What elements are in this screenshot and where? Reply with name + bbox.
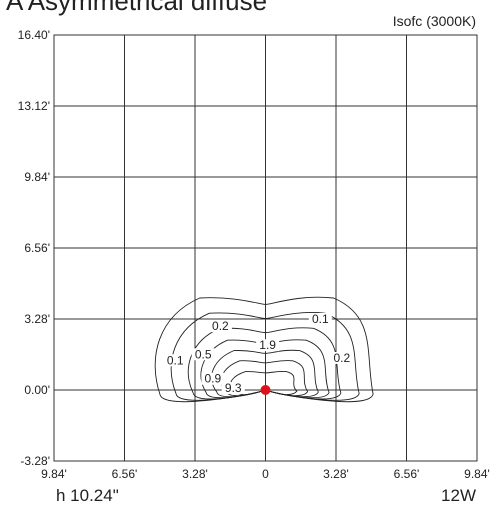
y-tick-label: 0.00' [24,383,50,397]
grid [53,34,478,462]
contour-label: 0.5 [195,347,212,361]
contour-label-background [208,320,232,333]
y-tick-label: 9.84' [24,170,50,184]
contour-label: 9.3 [225,381,242,395]
x-tick-label: 9.84' [464,467,490,481]
x-tick-label: 0 [262,467,269,481]
contour-label: 0.1 [312,312,329,326]
contour-label: 0.2 [212,319,229,333]
y-tick-label: 3.28' [24,312,50,326]
color-temperature-label: Isofc (3000K) [392,13,476,29]
contour-label-background [163,354,187,367]
contour-label: 0.9 [204,372,221,386]
contour-line [187,327,342,400]
axis-ticks: 9.84' 6.56' 3.28' 0 3.28' 6.56' 9.84' 16.40' 13.… [18,28,490,481]
light-source-point [260,385,271,395]
contour-label: 0.2 [333,351,350,365]
contour-label-background [330,351,354,364]
y-tick-label: -3.28' [20,454,50,468]
contour-label-background [256,339,280,352]
source-point-layer [260,385,271,395]
chart-title: A Asymmetrical diffuse [6,0,268,16]
contour-line [211,349,319,398]
mounting-height-label: h 10.24" [56,486,119,505]
y-tick-label: 13.12' [18,99,50,113]
x-tick-label: 6.56' [394,467,420,481]
contour-label: 1.9 [259,338,276,352]
contour-label-background [191,348,215,361]
x-tick-label: 9.84' [41,467,67,481]
x-tick-label: 3.28' [323,467,349,481]
contour-label-background [221,382,245,395]
y-tick-label: 16.40' [18,28,50,42]
wattage-label: 12W [441,486,476,505]
x-tick-label: 3.28' [182,467,208,481]
x-tick-label: 6.56' [112,467,138,481]
contour-line [170,312,360,401]
y-tick-label: 6.56' [24,241,50,255]
contour-labels: 0.1 0.2 1.9 0.2 0.1 0.5 0.9 9.3 [163,312,354,395]
contour-label-background [308,313,332,325]
contour-line [154,296,374,403]
contour-label: 0.1 [167,353,184,367]
contour-label-background [201,372,225,385]
